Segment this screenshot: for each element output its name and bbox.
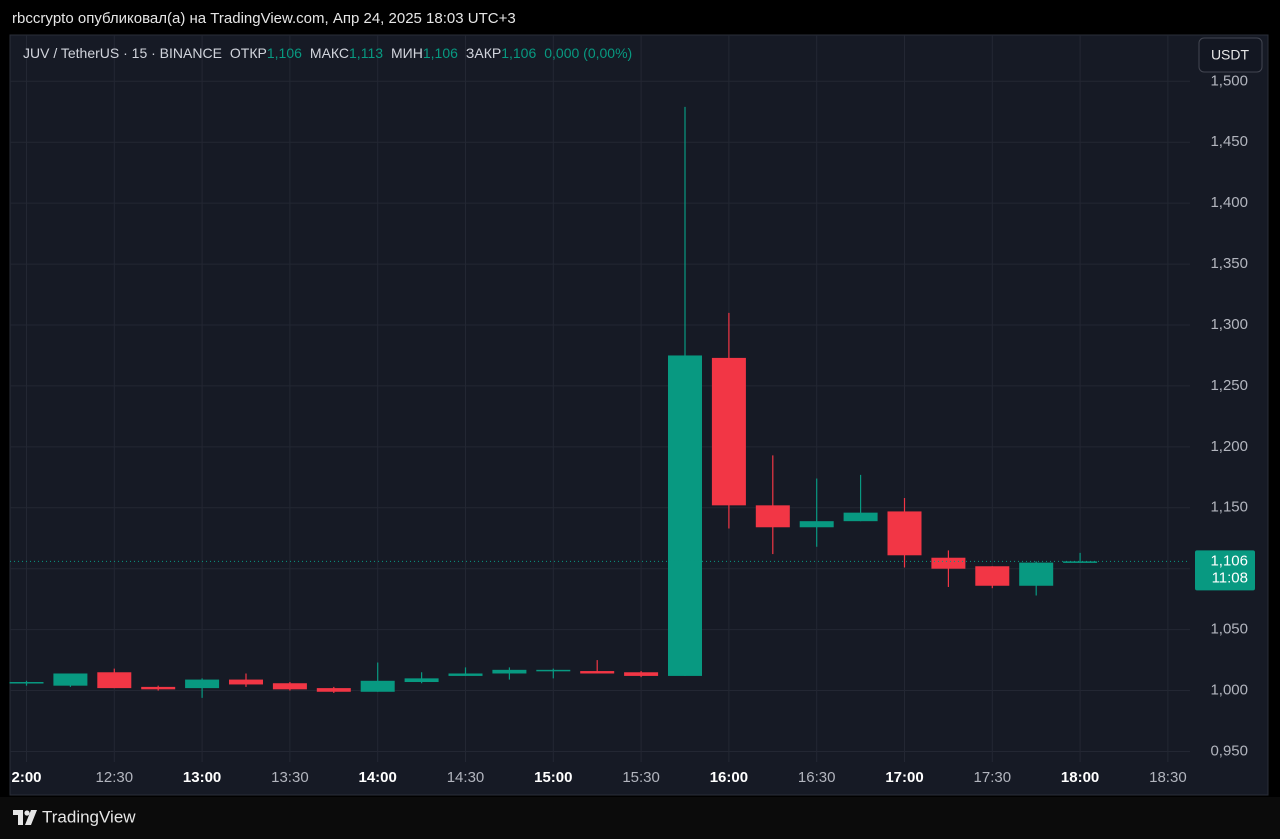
x-tick-label: 18:30 (1149, 769, 1187, 786)
legend: JUV / TetherUS · 15 · BINANCE ОТКР1,106 МА… (23, 45, 632, 61)
candle-body (975, 566, 1010, 586)
y-tick-label: 1,000 (1210, 682, 1248, 699)
candle-body (931, 557, 966, 569)
candle-body (799, 521, 834, 528)
x-tick-label: 18:00 (1061, 769, 1099, 786)
candle-body (448, 673, 483, 676)
y-tick-label: 0,950 (1210, 742, 1248, 759)
candle-body (1063, 561, 1098, 563)
brand-logo (13, 810, 37, 825)
last-price-box (1195, 550, 1255, 591)
y-tick-label: 1,450 (1210, 133, 1248, 150)
footer (0, 797, 1280, 839)
candle-body (53, 673, 88, 686)
legend-text: 0,000 (0,00%) (544, 45, 632, 61)
candle-body (9, 682, 44, 684)
y-tick-label: 1,050 (1210, 621, 1248, 638)
logo-part (24, 810, 30, 816)
x-tick-label: 2:00 (11, 769, 41, 786)
legend-text: 1,106 (267, 45, 302, 61)
candle-body (360, 680, 395, 692)
candles (9, 106, 1098, 698)
candle-body (668, 355, 702, 676)
candle-body (404, 678, 439, 683)
countdown-label: 11:08 (1212, 569, 1248, 586)
last-price-label: 1,106 (1210, 552, 1248, 569)
y-tick-label: 1,500 (1210, 72, 1248, 89)
legend-text: 1,106 (423, 45, 458, 61)
candle-body (97, 672, 132, 689)
y-tick-label: 1,350 (1210, 255, 1248, 272)
legend-text: 1,106 (501, 45, 536, 61)
candle-body (272, 683, 307, 690)
x-tick-label: 13:00 (183, 769, 221, 786)
x-tick-label: 17:00 (885, 769, 923, 786)
candle-body (185, 679, 220, 689)
candle-body (316, 688, 351, 692)
y-tick-label: 1,250 (1210, 377, 1248, 394)
y-tick-label: 1,150 (1210, 499, 1248, 516)
x-tick-label: 15:30 (622, 769, 660, 786)
legend-text: ОТКР (230, 45, 267, 61)
candle-body (1019, 562, 1054, 586)
logo-part (13, 810, 23, 825)
y-tick-label: 1,400 (1210, 194, 1248, 211)
candle-body (229, 679, 263, 685)
x-tick-label: 15:00 (534, 769, 572, 786)
x-tick-label: 16:30 (798, 769, 836, 786)
candle-body (536, 669, 571, 672)
y-tick-label: 1,200 (1210, 438, 1248, 455)
x-tick-label: 14:00 (359, 769, 397, 786)
candle-body (141, 686, 176, 690)
candle-body (711, 357, 746, 506)
candle-body (887, 511, 922, 556)
currency-label[interactable]: USDT (1211, 47, 1250, 63)
currency-button[interactable] (1198, 37, 1263, 73)
legend-text: ЗАКР (466, 45, 501, 61)
legend-text: МИН (391, 45, 423, 61)
brand-name: TradingView (42, 807, 136, 826)
chart-panel (9, 34, 1269, 796)
candle-body (492, 669, 527, 674)
candle-body (755, 505, 790, 528)
x-tick-label: 14:30 (447, 769, 485, 786)
logo-part (25, 810, 37, 825)
legend-text: JUV / TetherUS · 15 · BINANCE (23, 45, 222, 61)
x-tick-label: 16:00 (710, 769, 748, 786)
legend-text: МАКС (310, 45, 349, 61)
candle-body (843, 512, 878, 522)
legend-text: 1,113 (349, 45, 383, 61)
candle-body (624, 672, 659, 676)
y-tick-label: 1,300 (1210, 316, 1248, 333)
publish-header: rbccrypto опубликовал(а) на TradingView.… (12, 10, 516, 27)
candle-body (580, 671, 615, 674)
x-tick-label: 12:30 (96, 769, 134, 786)
x-tick-label: 17:30 (974, 769, 1012, 786)
x-tick-label: 13:30 (271, 769, 309, 786)
